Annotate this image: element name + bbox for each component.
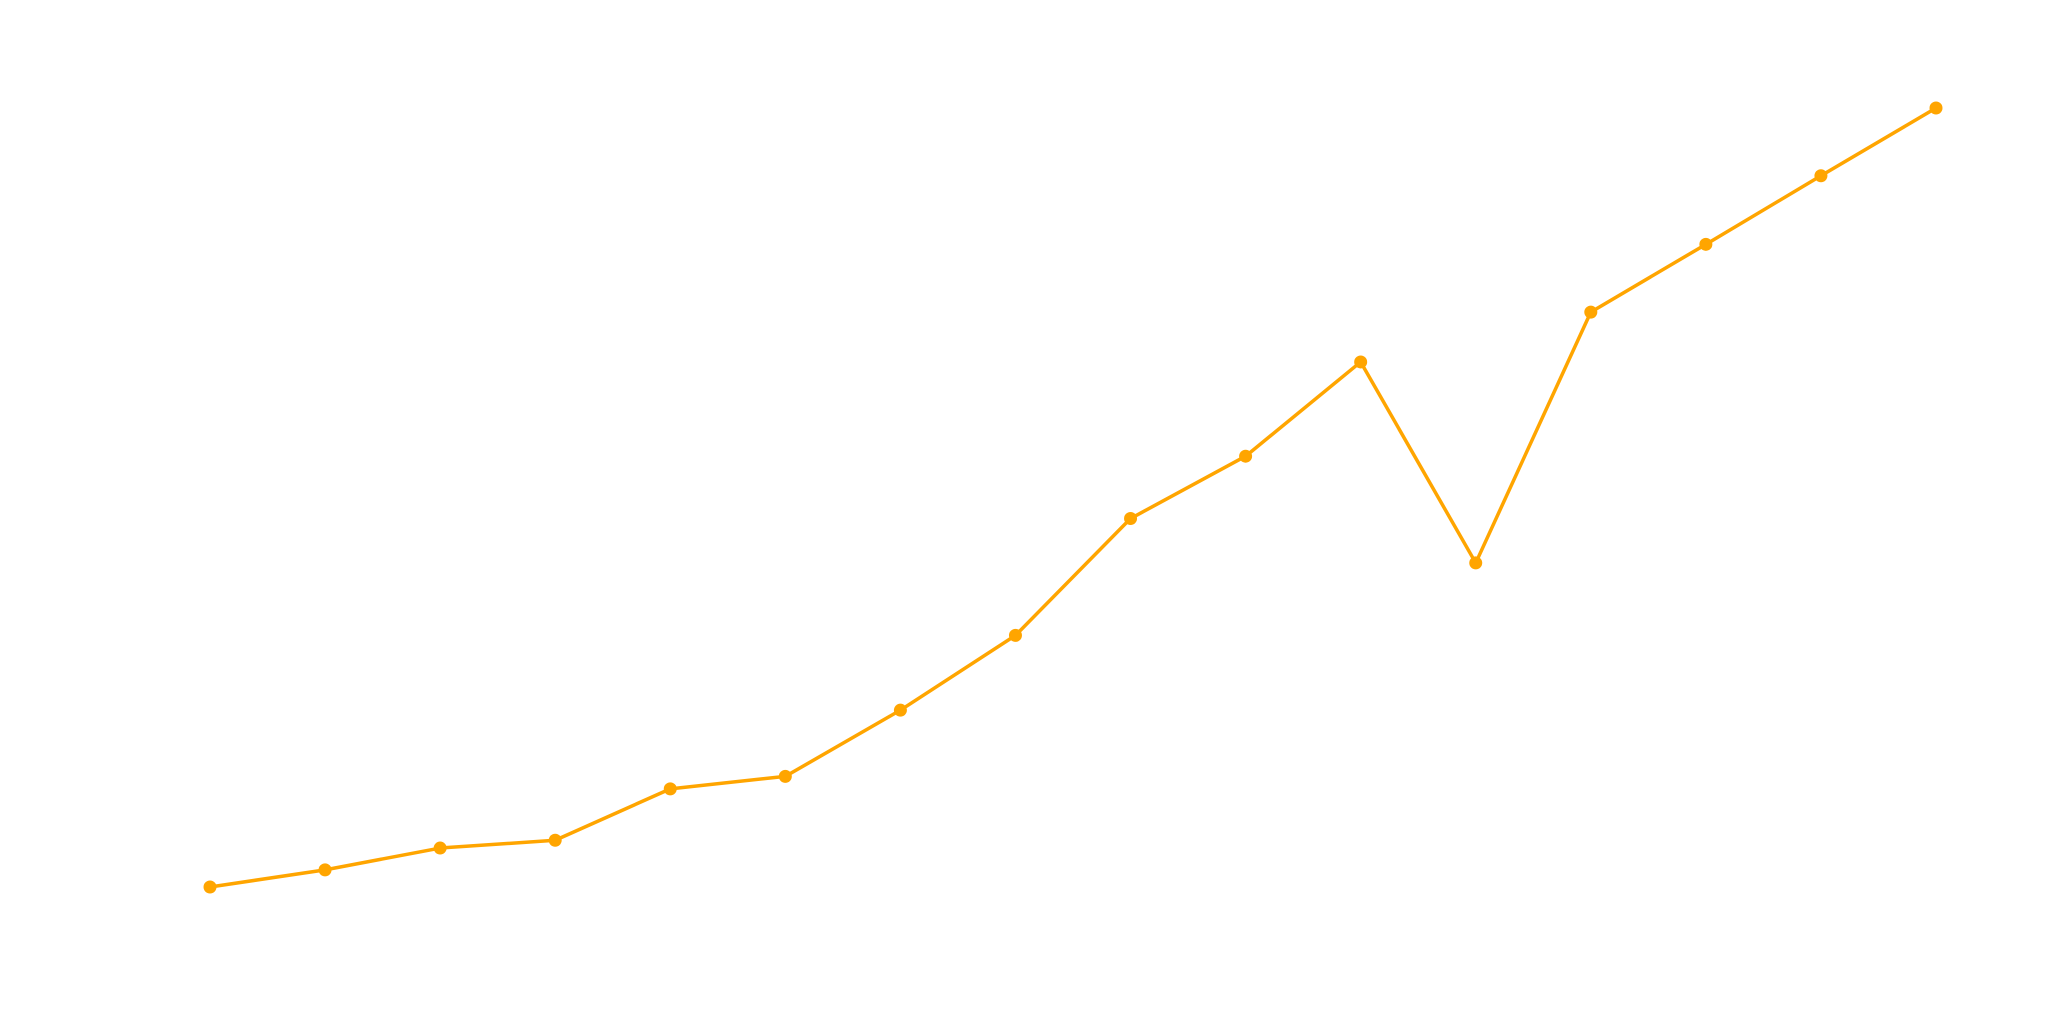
data-point	[203, 880, 217, 894]
data-point	[1469, 556, 1483, 570]
data-point	[433, 841, 447, 855]
data-point	[1929, 101, 1943, 115]
data-point	[893, 703, 907, 717]
data-point	[778, 769, 792, 783]
data-point	[548, 833, 562, 847]
data-point	[1354, 355, 1368, 369]
data-point	[1814, 169, 1828, 183]
data-point	[1239, 449, 1253, 463]
data-point	[1584, 305, 1598, 319]
data-point	[1124, 512, 1138, 526]
data-point	[318, 863, 332, 877]
data-point	[1008, 628, 1022, 642]
data-point	[1699, 237, 1713, 251]
series-line	[209, 106, 1937, 889]
data-point	[663, 782, 677, 796]
